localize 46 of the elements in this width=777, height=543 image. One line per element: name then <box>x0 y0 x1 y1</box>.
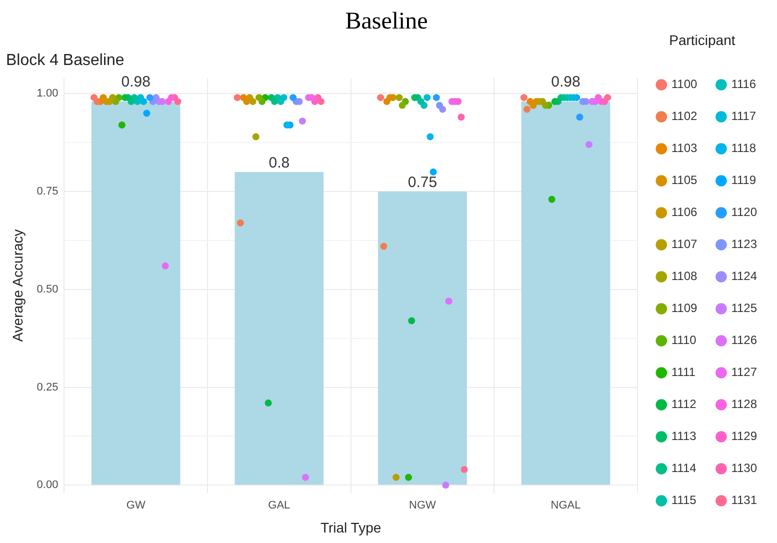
legend-label: 1105 <box>671 173 698 188</box>
legend-title: Participant <box>669 32 736 48</box>
x-tick-label: GAL <box>268 500 290 512</box>
legend-label: 1123 <box>731 237 758 252</box>
legend-label: 1110 <box>671 333 697 348</box>
data-label: 0.98 <box>551 73 580 90</box>
y-tick-label: 1.00 <box>36 88 58 100</box>
legend-label: 1107 <box>671 237 698 252</box>
legend-label: 1112 <box>671 397 697 412</box>
legend-label: 1117 <box>731 109 756 124</box>
data-label: 0.75 <box>408 174 438 192</box>
y-tick-label: 0.00 <box>36 479 58 492</box>
legend-label: 1129 <box>731 429 758 444</box>
legend-label: 1111 <box>671 365 696 380</box>
legend-label: 1118 <box>731 141 756 156</box>
legend-label: 1106 <box>671 205 698 220</box>
legend-label: 1124 <box>731 269 758 284</box>
legend-label: 1128 <box>731 397 758 412</box>
x-tick-label: GW <box>126 500 146 512</box>
chart-subtitle: Block 4 Baseline <box>6 52 124 69</box>
legend-label: 1103 <box>671 141 698 156</box>
x-axis-title: Trial Type <box>320 519 382 536</box>
x-tick-label: NGAL <box>550 500 581 512</box>
y-tick-label: 0.50 <box>36 283 58 296</box>
legend-label: 1109 <box>671 301 698 316</box>
y-axis-title: Average Accuracy <box>9 229 26 342</box>
legend-label: 1120 <box>731 205 758 220</box>
y-tick-label: 0.75 <box>36 186 58 198</box>
legend-label: 1102 <box>671 109 698 124</box>
legend-label: 1108 <box>671 269 698 284</box>
legend-label: 1131 <box>731 493 758 508</box>
legend-label: 1113 <box>671 429 697 444</box>
legend-label: 1125 <box>731 301 758 316</box>
legend-label: 1130 <box>731 461 758 476</box>
legend-label: 1126 <box>731 333 758 348</box>
data-label: 0.8 <box>268 154 290 172</box>
legend-label: 1116 <box>731 77 756 92</box>
legend-label: 1119 <box>731 173 756 188</box>
legend-label: 1127 <box>731 365 758 380</box>
data-label: 0.98 <box>121 73 150 90</box>
legend-label: 1100 <box>671 77 698 92</box>
chart-title: Baseline <box>345 8 428 35</box>
x-tick-label: NGW <box>409 500 436 512</box>
y-tick-label: 0.25 <box>36 381 58 394</box>
legend-label: 1114 <box>671 461 697 476</box>
legend-label: 1115 <box>671 493 697 508</box>
